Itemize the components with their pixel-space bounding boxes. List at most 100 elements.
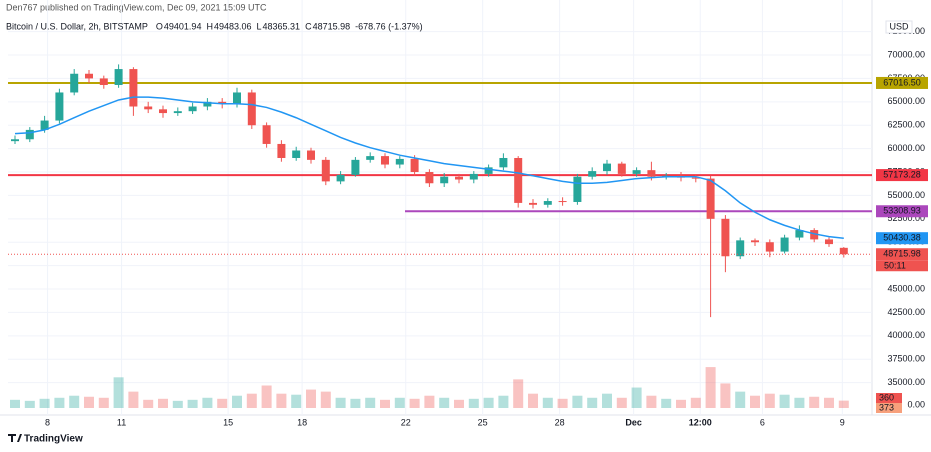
volume-bar — [838, 400, 849, 408]
candle-body — [321, 159, 330, 182]
countdown-bg — [876, 260, 928, 272]
volume-bar — [705, 367, 716, 408]
candle-body — [780, 237, 789, 252]
candle-body — [307, 150, 315, 160]
volume-tag-bg — [876, 403, 902, 413]
candle-body — [425, 172, 434, 184]
candle-body — [706, 178, 715, 219]
x-tick-label: 11 — [117, 417, 126, 427]
volume-bar — [98, 397, 109, 408]
candle-body — [203, 101, 212, 107]
candle-body — [277, 143, 286, 158]
candle-body — [25, 129, 34, 140]
y-tick-label: 37500.00 — [887, 354, 925, 364]
volume-bar — [513, 379, 524, 408]
candle-body — [55, 92, 64, 121]
y-tick-label: 70000.00 — [887, 49, 925, 59]
volume-bar — [557, 398, 568, 408]
volume-bar — [587, 397, 598, 408]
legend-value: 48715.98 — [313, 21, 351, 31]
volume-bar — [158, 398, 168, 408]
candle-body — [173, 111, 182, 114]
price-line-tag: 67016.50 — [883, 77, 921, 87]
legend-value: 49483.06 — [214, 21, 252, 31]
ma-tag: 50430.38 — [883, 233, 921, 243]
volume-bar — [217, 398, 228, 408]
price-line-tag-bg — [876, 76, 928, 89]
volume-bar — [824, 397, 834, 408]
y-tick-label: 35000.00 — [887, 377, 925, 387]
legend-change: -678.76 (-1.37%) — [355, 21, 423, 31]
price-line-tag-bg — [876, 205, 928, 218]
x-tick-label: 18 — [297, 417, 307, 427]
candle-body — [218, 101, 227, 104]
volume-bar — [439, 397, 450, 408]
price-line-tag-bg — [876, 169, 928, 182]
candle-body — [351, 159, 360, 175]
volume-bar — [24, 400, 35, 408]
volume-bar — [39, 398, 50, 408]
volume-bar — [306, 389, 316, 408]
volume-bar — [616, 397, 627, 408]
x-tick-label: 22 — [401, 417, 411, 427]
x-tick-label: Dec — [625, 417, 642, 427]
volume-bar — [528, 393, 538, 408]
candle-body — [233, 92, 241, 104]
volume-bar — [291, 394, 302, 408]
x-tick-label: 25 — [478, 417, 488, 427]
candle-body — [839, 247, 848, 255]
candle-body — [144, 106, 153, 110]
candle-body — [573, 176, 582, 202]
legend-value: 48365.31 — [263, 21, 301, 31]
volume-bar — [631, 387, 642, 408]
volume-tag-bg — [876, 393, 902, 403]
volume-bar — [10, 399, 20, 408]
candle-body — [129, 69, 138, 107]
volume-bar — [276, 393, 287, 408]
volume-bar — [202, 397, 213, 408]
candle-body — [70, 73, 79, 93]
legend-key: H — [206, 21, 213, 31]
x-tick-label: 9 — [840, 417, 845, 427]
y-tick-label: 55000.00 — [887, 190, 925, 200]
volume-bar — [246, 393, 257, 408]
candle-body — [247, 92, 256, 126]
x-tick-label: 8 — [45, 417, 50, 427]
candle-body — [469, 173, 478, 180]
candle-body — [440, 176, 449, 184]
last-price-tag-bg — [876, 248, 928, 261]
candle-body — [721, 218, 730, 257]
candle-body — [336, 174, 345, 182]
volume-bar — [454, 399, 464, 408]
candle-body — [262, 125, 271, 144]
price-line-tag: 57173.28 — [883, 169, 921, 179]
volume-bar — [394, 397, 405, 408]
candle-body — [395, 158, 404, 165]
volume-bar — [335, 397, 346, 408]
volume-bar — [646, 395, 657, 408]
volume-bar — [143, 399, 154, 408]
volume-bar — [483, 397, 494, 408]
volume-bar — [764, 393, 775, 408]
volume-bar — [172, 400, 183, 408]
volume-bar — [84, 396, 94, 408]
y-tick-label: 52500.00 — [887, 213, 925, 223]
legend-title: Bitcoin / U.S. Dollar, 2h, BITSTAMP — [6, 21, 148, 31]
candle-body — [825, 239, 833, 245]
volume-bar — [350, 398, 361, 408]
publisher: Den767 published on TradingView.com, Dec… — [6, 2, 267, 12]
last-price-tag: 48715.98 — [883, 249, 921, 259]
volume-bar — [409, 398, 420, 408]
volume-bar — [365, 397, 376, 408]
y-tick-label: 40000.00 — [887, 330, 925, 340]
volume-bar — [232, 395, 242, 408]
candle-body — [40, 120, 49, 130]
volume-bar — [542, 397, 553, 408]
candle-body — [632, 170, 641, 174]
candle-body — [381, 156, 389, 165]
volume-bar — [690, 397, 701, 408]
ma-tag-bg — [876, 232, 928, 245]
y-tick-label: 42500.00 — [887, 307, 925, 317]
